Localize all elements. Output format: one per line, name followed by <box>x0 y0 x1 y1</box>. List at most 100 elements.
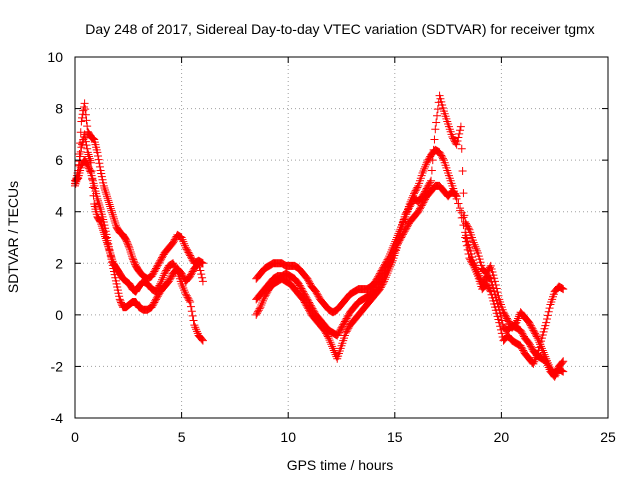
data-point <box>98 224 107 233</box>
data-point <box>94 152 103 161</box>
data-point <box>459 213 468 222</box>
data-point <box>156 279 165 288</box>
data-point <box>198 335 207 344</box>
data-point <box>463 245 472 254</box>
plot-frame <box>74 56 609 419</box>
data-point <box>514 314 523 323</box>
data-point <box>559 357 568 366</box>
data-point <box>180 286 189 295</box>
data-point <box>97 220 106 229</box>
data-point <box>97 222 106 231</box>
data-point <box>532 351 541 360</box>
data-point <box>191 323 200 332</box>
data-point <box>559 285 568 294</box>
data-point <box>460 211 469 220</box>
data-point <box>380 277 389 286</box>
data-point <box>257 301 266 310</box>
data-point <box>385 264 394 273</box>
series-track-c <box>71 91 568 368</box>
x-tick-label: 20 <box>494 429 510 445</box>
data-point <box>542 318 551 327</box>
data-point <box>106 248 115 257</box>
data-point <box>395 231 404 240</box>
data-point <box>105 246 114 255</box>
data-point <box>430 135 439 144</box>
data-point <box>462 237 471 246</box>
data-point <box>181 288 190 297</box>
data-point <box>178 235 187 244</box>
data-point <box>457 144 466 153</box>
data-point <box>192 325 201 334</box>
data-point <box>428 156 437 165</box>
y-tick-label: 2 <box>55 255 63 271</box>
data-point <box>103 240 112 249</box>
data-point <box>255 304 264 313</box>
data-point <box>80 130 89 139</box>
data-point <box>427 176 436 185</box>
data-point <box>198 336 207 345</box>
data-point <box>459 221 468 230</box>
data-points <box>71 91 568 381</box>
data-point <box>181 241 190 250</box>
data-point <box>464 224 473 233</box>
data-point <box>106 202 115 211</box>
data-point <box>464 250 473 259</box>
data-point <box>386 260 395 269</box>
data-point <box>100 183 109 192</box>
data-point <box>559 367 568 376</box>
y-tick-label: -4 <box>51 410 64 426</box>
axis-ticks: 0 5 10 15 20 25 -4 -2 0 2 4 6 8 10 <box>47 49 616 445</box>
data-point <box>74 161 83 170</box>
data-point <box>542 357 551 366</box>
data-point <box>530 357 539 366</box>
data-point <box>88 134 97 143</box>
data-point <box>100 230 109 239</box>
data-point <box>380 275 389 284</box>
data-point <box>109 212 118 221</box>
data-point <box>259 296 268 305</box>
data-point <box>179 237 188 246</box>
data-point <box>450 190 459 199</box>
data-point <box>79 103 88 112</box>
data-point <box>81 105 90 114</box>
data-point <box>188 311 197 320</box>
data-point <box>80 99 89 108</box>
data-point <box>95 215 104 224</box>
data-point <box>192 327 201 336</box>
data-point <box>381 273 390 282</box>
data-point <box>531 353 540 362</box>
data-point <box>461 233 470 242</box>
data-point <box>384 267 393 276</box>
data-point <box>84 150 93 159</box>
data-point <box>101 188 110 197</box>
data-point <box>497 329 506 338</box>
data-point <box>543 359 552 368</box>
data-point <box>418 169 427 178</box>
data-point <box>111 219 120 228</box>
data-point <box>126 245 135 254</box>
data-point <box>81 137 90 146</box>
data-point <box>452 192 461 201</box>
data-point <box>75 157 84 166</box>
data-point <box>462 241 471 250</box>
data-point <box>110 216 119 225</box>
data-point <box>125 243 134 252</box>
data-point <box>496 325 505 334</box>
data-point <box>431 125 440 134</box>
data-point <box>172 265 181 274</box>
data-point <box>471 265 480 274</box>
data-point <box>102 190 111 199</box>
data-point <box>394 235 403 244</box>
data-point <box>103 194 112 203</box>
data-point <box>473 270 482 279</box>
data-point <box>557 366 566 375</box>
data-point <box>88 183 97 192</box>
data-point <box>101 186 110 195</box>
data-point <box>95 162 104 171</box>
data-point <box>396 227 405 236</box>
x-tick-label: 5 <box>178 429 186 445</box>
data-point <box>325 336 334 345</box>
data-point <box>187 307 196 316</box>
data-point <box>185 296 194 305</box>
data-point <box>454 133 463 142</box>
